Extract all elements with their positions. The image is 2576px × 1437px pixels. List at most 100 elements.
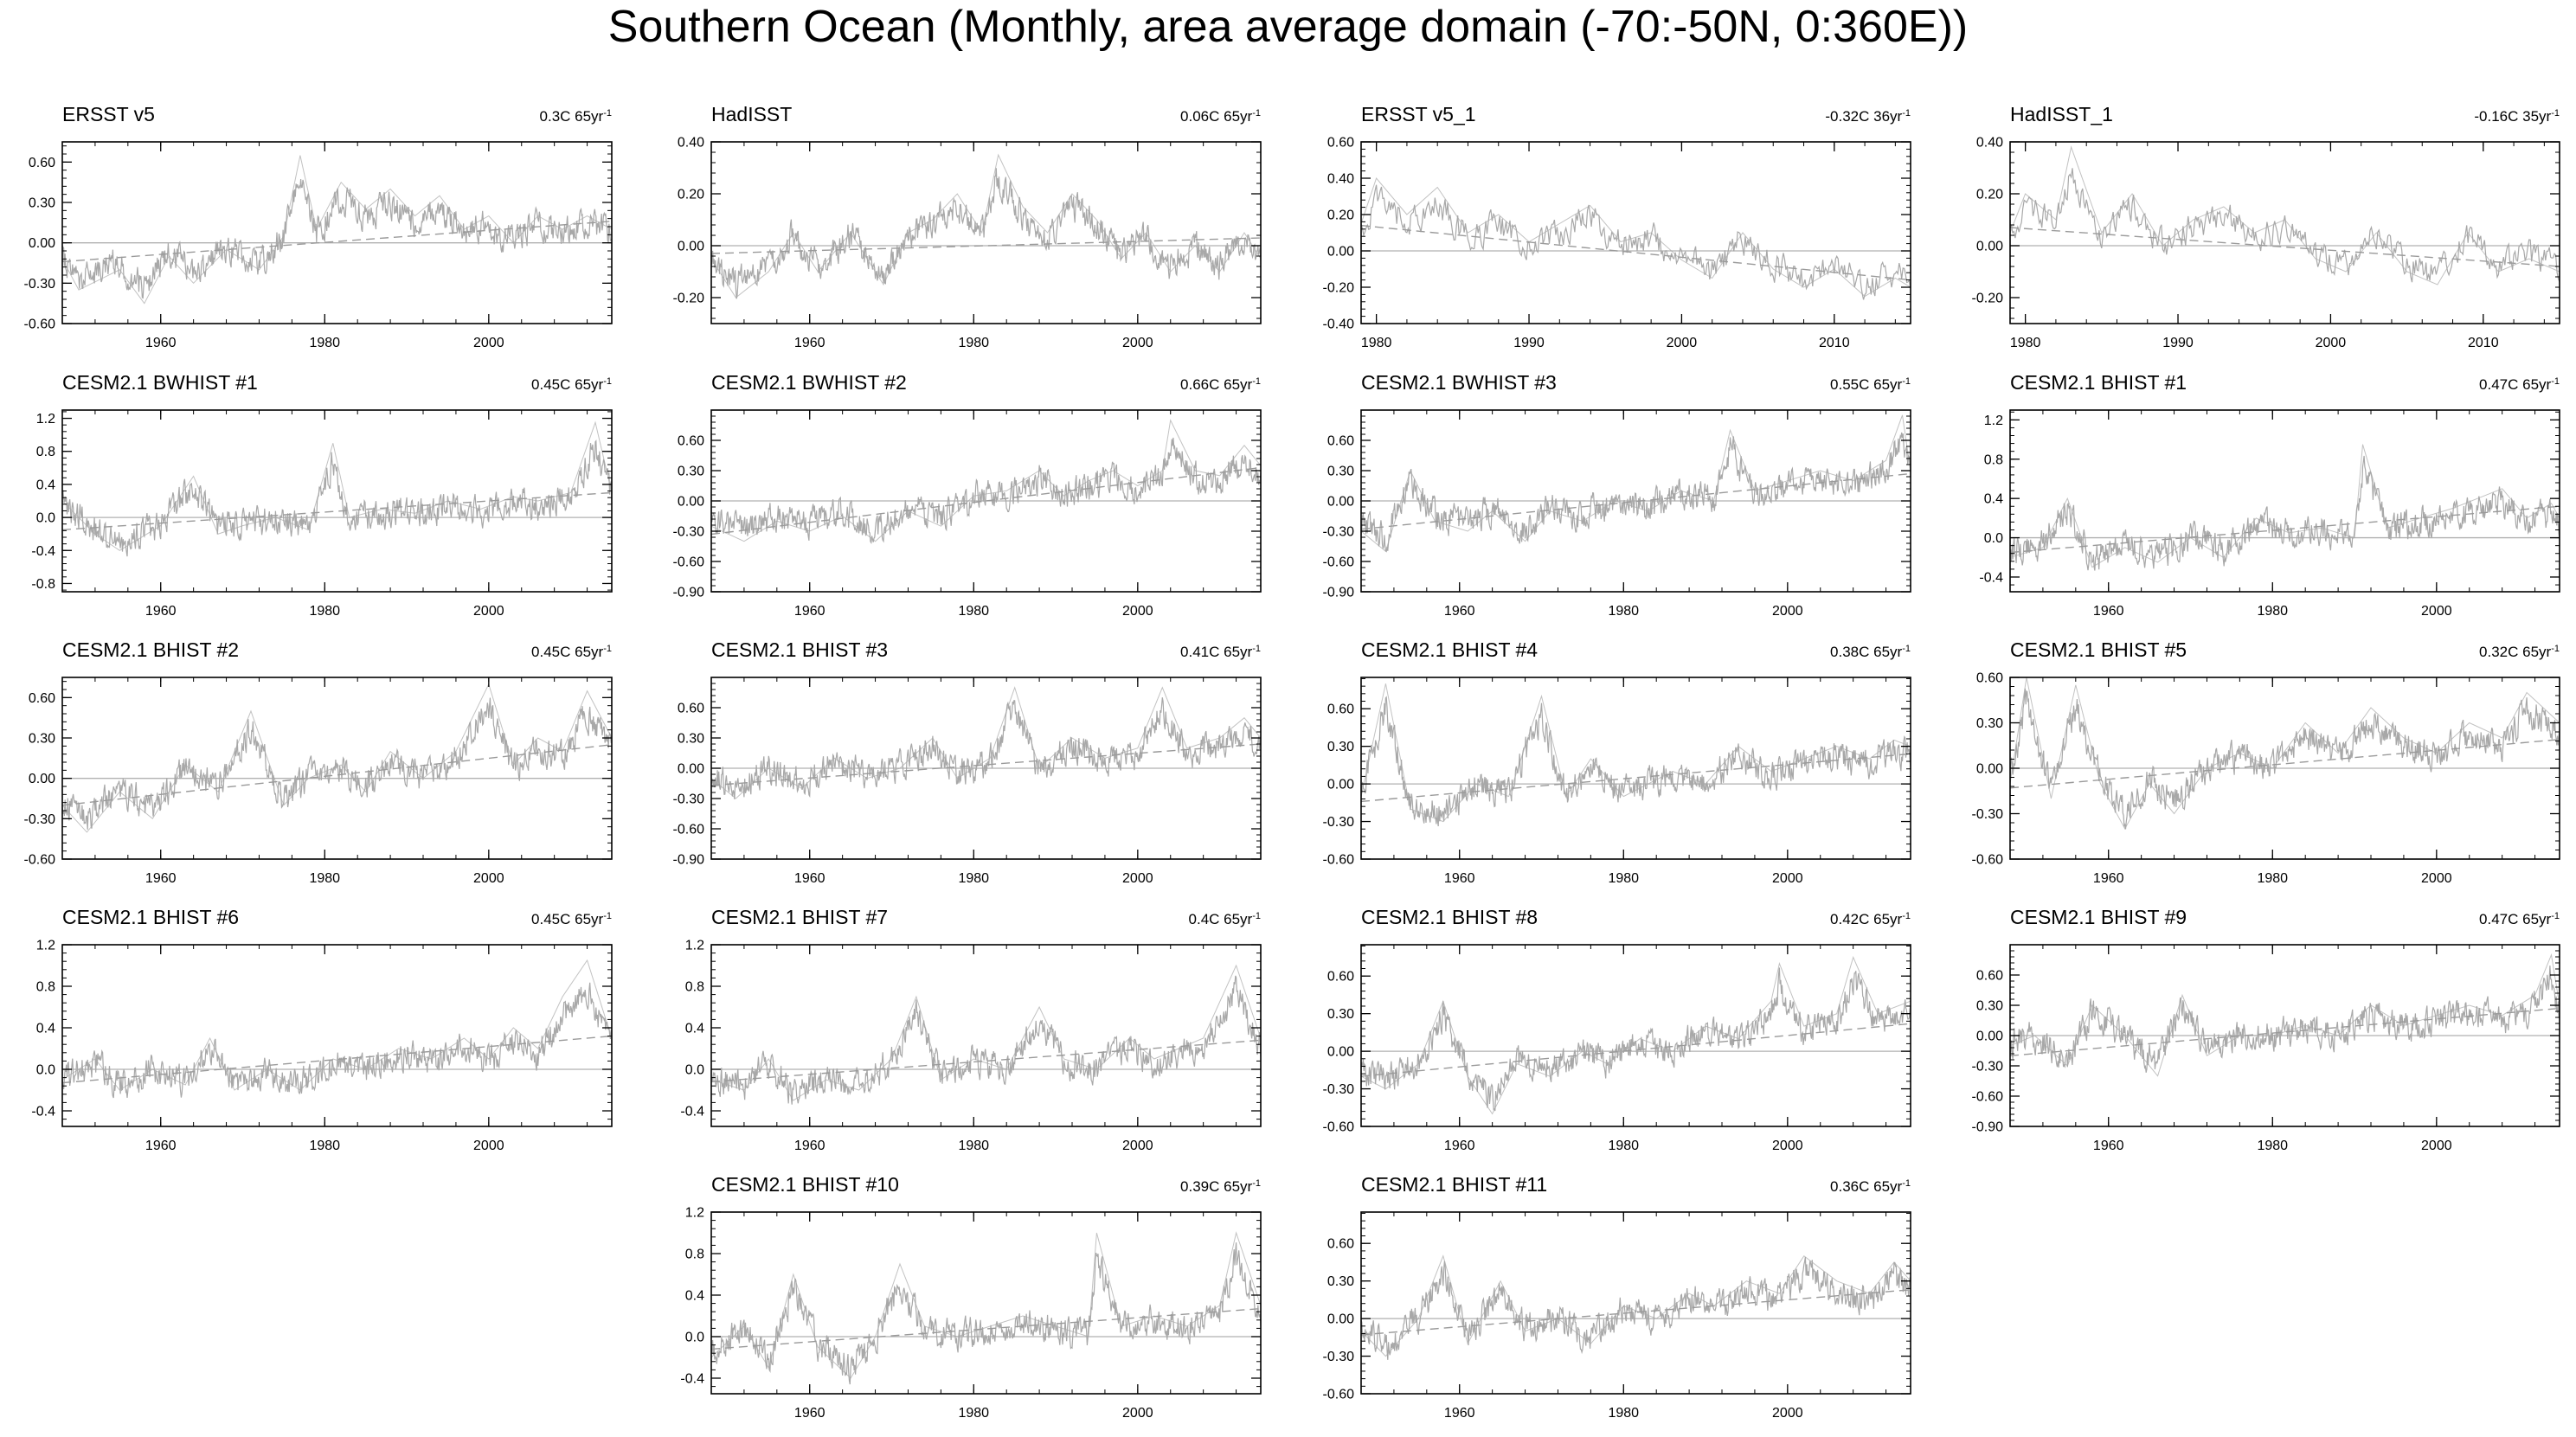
y-tick-label: 0.30 xyxy=(1327,1274,1354,1289)
plot-frame xyxy=(1360,677,1911,860)
x-tick-label: 2000 xyxy=(473,604,504,619)
y-tick-label: -0.60 xyxy=(1972,1090,2004,1105)
y-tick-label: -0.90 xyxy=(673,853,705,868)
trend-label: 0.32C 65yr-1 xyxy=(2479,638,2560,663)
trend-label: -0.16C 35yr-1 xyxy=(2474,103,2560,127)
y-tick-label: 0.30 xyxy=(678,465,704,479)
panel: CESM2.1 BWHIST #2 0.66C 65yr-1 -0.90 -0.60-… xyxy=(673,370,1278,630)
chart-plot: -0.90 -0.60 -0.30 0.00 0.30 0.60 1960 1980 2000 xyxy=(673,677,1262,886)
trend-unit-exponent: -1 xyxy=(603,108,612,119)
x-tick-label: 1980 xyxy=(2257,604,2288,619)
panel: HadISST_1 -0.16C 35yr-1 -0.20 0.00 0.20 0.40 1… xyxy=(1972,102,2576,362)
x-tick-label: 1960 xyxy=(794,604,825,619)
x-tick-label: 1980 xyxy=(1608,1139,1639,1153)
trend-line xyxy=(61,491,613,531)
y-tick-label: 0.60 xyxy=(678,702,704,716)
panel-title: CESM2.1 BHIST #8 xyxy=(1361,906,1539,928)
trend-unit-exponent: -1 xyxy=(603,911,612,921)
y-tick-label: -0.30 xyxy=(1972,1060,2004,1075)
trend-value: 0.36C 65yr xyxy=(1830,1178,1903,1195)
trend-unit-exponent: -1 xyxy=(1902,644,1911,654)
y-tick-label: 0.00 xyxy=(29,236,55,251)
chart-plot: -0.4 0.0 0.4 0.8 1.2 1960 1980 2000 xyxy=(31,939,613,1153)
plot-frame xyxy=(1360,141,1911,324)
series-line xyxy=(2009,168,2560,283)
y-tick-label: 0.60 xyxy=(29,156,55,170)
y-tick-label: 1.2 xyxy=(685,1206,704,1221)
trend-value: 0.45C 65yr xyxy=(531,911,604,927)
trend-value: 0.66C 65yr xyxy=(1180,376,1253,393)
trend-label: 0.36C 65yr-1 xyxy=(1830,1173,1911,1197)
x-tick-label: 1980 xyxy=(2257,1139,2288,1153)
trend-label: 0.47C 65yr-1 xyxy=(2479,906,2560,930)
plot-frame xyxy=(710,141,1262,324)
x-tick-label: 2000 xyxy=(1122,336,1153,350)
panel: CESM2.1 BHIST #4 0.38C 65yr-1 -0.60 -0.30 0.… xyxy=(1323,638,1928,897)
trend-unit-exponent: -1 xyxy=(2551,376,2560,387)
plot-frame xyxy=(1360,1211,1911,1395)
x-tick-label: 2010 xyxy=(1819,336,1850,350)
y-tick-label: -0.90 xyxy=(673,586,705,600)
chart-plot: -0.60 -0.30 0.00 0.30 0.60 1960 1980 2000 xyxy=(24,677,613,886)
plot-frame xyxy=(710,1211,1262,1395)
panel-title: HadISST xyxy=(711,103,793,125)
x-tick-label: 1960 xyxy=(2093,871,2124,886)
trend-label: 0.55C 65yr-1 xyxy=(1830,371,1911,395)
x-tick-label: 1960 xyxy=(145,1139,177,1153)
y-tick-label: -0.60 xyxy=(1323,1120,1355,1135)
y-tick-label: -0.40 xyxy=(1323,318,1355,332)
series-line xyxy=(61,439,613,557)
y-tick-label: -0.4 xyxy=(31,1105,55,1119)
panel-title: CESM2.1 BHIST #1 xyxy=(2010,371,2187,394)
trend-unit-exponent: -1 xyxy=(2551,108,2560,119)
series-peaks-line xyxy=(61,959,613,1091)
panel-title: CESM2.1 BHIST #11 xyxy=(1361,1173,1548,1196)
panel-title: CESM2.1 BWHIST #2 xyxy=(711,371,907,394)
x-tick-label: 1980 xyxy=(1361,336,1392,350)
trend-line xyxy=(710,1307,1262,1350)
y-tick-label: 1.2 xyxy=(1984,414,2003,428)
y-tick-label: 0.20 xyxy=(1327,208,1354,223)
trend-label: 0.3C 65yr-1 xyxy=(540,103,612,127)
figure-title: Southern Ocean (Monthly, area average do… xyxy=(607,2,1969,52)
series-peaks-line xyxy=(2009,677,2560,831)
y-tick-label: 0.60 xyxy=(678,434,704,449)
panel-title: CESM2.1 BHIST #4 xyxy=(1361,638,1539,661)
x-tick-label: 1960 xyxy=(794,1139,825,1153)
panel-title: CESM2.1 BHIST #5 xyxy=(2010,638,2187,661)
y-tick-label: 0.4 xyxy=(685,1289,704,1304)
y-tick-label: -0.4 xyxy=(680,1372,704,1387)
x-tick-label: 1960 xyxy=(1444,604,1475,619)
series-line xyxy=(61,697,613,830)
y-tick-label: 0.40 xyxy=(1976,136,2003,151)
panel: CESM2.1 BHIST #5 0.32C 65yr-1 -0.60 -0.30 0.… xyxy=(1972,638,2576,897)
x-tick-label: 1980 xyxy=(958,336,989,350)
y-tick-label: -0.4 xyxy=(31,544,55,559)
y-tick-label: -0.30 xyxy=(1323,815,1355,830)
trend-label: 0.39C 65yr-1 xyxy=(1180,1173,1261,1197)
trend-line xyxy=(710,1039,1262,1083)
x-tick-label: 1960 xyxy=(1444,1406,1475,1421)
x-tick-label: 2000 xyxy=(2421,604,2452,619)
panel: CESM2.1 BHIST #8 0.42C 65yr-1 -0.60 -0.30 0.… xyxy=(1323,905,1928,1164)
plot-frame xyxy=(61,677,613,860)
y-tick-label: 0.60 xyxy=(1976,671,2003,686)
y-tick-label: -0.20 xyxy=(673,292,705,306)
x-tick-label: 1980 xyxy=(2257,871,2288,886)
x-tick-label: 1960 xyxy=(1444,871,1475,886)
y-tick-label: -0.30 xyxy=(673,792,705,807)
trend-label: 0.41C 65yr-1 xyxy=(1180,638,1261,663)
x-tick-label: 1960 xyxy=(794,1406,825,1421)
y-tick-label: 0.8 xyxy=(685,1248,704,1262)
y-tick-label: 0.30 xyxy=(1327,740,1354,754)
x-tick-label: 2000 xyxy=(473,1139,504,1153)
y-tick-label: -0.30 xyxy=(1323,1082,1355,1097)
x-tick-label: 1980 xyxy=(1608,604,1639,619)
x-tick-label: 1960 xyxy=(794,336,825,350)
plot-frame xyxy=(61,141,613,324)
series-peaks-line xyxy=(2009,145,2560,285)
trend-label: 0.42C 65yr-1 xyxy=(1830,906,1911,930)
y-tick-label: 0.30 xyxy=(1327,1007,1354,1022)
series-line xyxy=(710,437,1262,545)
